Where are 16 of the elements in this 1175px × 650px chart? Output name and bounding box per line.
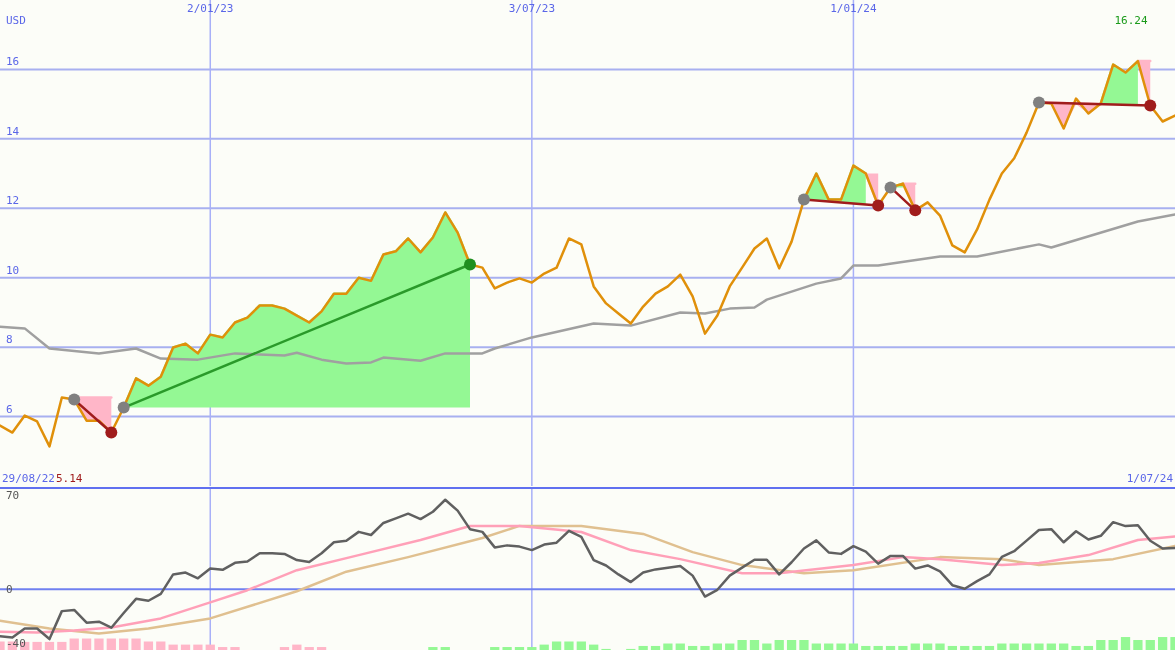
x-tick-label: 3/07/23: [508, 2, 556, 15]
annotation: 16.24: [1114, 14, 1148, 27]
y-tick-label: 6: [6, 402, 13, 416]
y-tick-label: 70: [6, 488, 20, 502]
y-tick-label: 8: [6, 333, 13, 347]
y-tick-label: -40: [6, 637, 26, 650]
x-tick-label: 2/01/23: [187, 2, 234, 15]
x-tick-label: 1/01/24: [830, 2, 877, 15]
annotation: 29/08/22: [2, 472, 55, 485]
y-tick-label: 10: [6, 263, 20, 277]
y-axis-title: USD: [6, 14, 26, 27]
y-tick-label: 12: [6, 194, 20, 208]
annotation: 5.14: [56, 472, 83, 485]
annotation: 1/07/24: [1126, 472, 1174, 485]
y-tick-label: 16: [6, 55, 20, 69]
y-tick-label: 14: [6, 124, 20, 138]
